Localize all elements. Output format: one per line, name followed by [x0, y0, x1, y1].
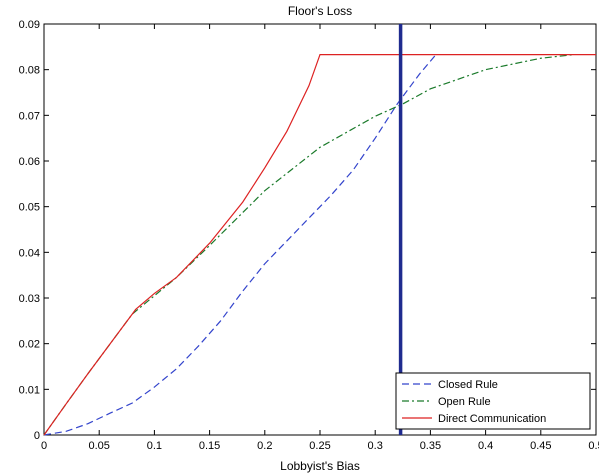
y-tick-label: 0.06 — [19, 156, 40, 168]
y-tick-label: 0.01 — [19, 384, 40, 396]
plot-area: 0 0.05 0.1 0.15 0.2 0.25 0.3 0.35 0.4 0.45 0.5 0 0.0… — [19, 19, 599, 452]
x-tick-label: 0.25 — [309, 440, 330, 452]
x-tick-label: 0.15 — [199, 440, 220, 452]
axes-box — [43, 23, 597, 436]
y-tick-label: 0.02 — [19, 339, 40, 351]
x-tick-label: 0.2 — [257, 440, 272, 452]
legend-entry: Direct Communication — [438, 413, 546, 425]
x-tick-label: 0.35 — [420, 440, 441, 452]
x-tick-label: 0 — [41, 440, 47, 452]
legend-entry: Open Rule — [438, 396, 491, 408]
y-tick-label: 0.07 — [19, 110, 40, 122]
legend-entry: Closed Rule — [438, 379, 498, 391]
y-tick-label: 0 — [34, 430, 40, 442]
x-tick-label: 0.1 — [147, 440, 162, 452]
y-tick-label: 0.04 — [19, 247, 40, 259]
series-line-closed-rule — [43, 54, 437, 436]
legend: Closed Rule Open Rule Direct Communication — [395, 372, 591, 430]
x-tick-label: 0.05 — [88, 440, 109, 452]
series-line-direct-communication — [43, 53, 596, 436]
y-tick-label: 0.03 — [19, 293, 40, 305]
x-axis-label: Lobbyist's Bias — [280, 459, 360, 473]
x-tick-label: 0.4 — [478, 440, 493, 452]
chart-title: Floor's Loss — [288, 4, 352, 18]
y-tick-label: 0.08 — [19, 65, 40, 77]
x-tick-label: 0.5 — [588, 440, 599, 452]
y-tick-label: 0.09 — [19, 19, 40, 31]
y-tick-label: 0.05 — [19, 202, 40, 214]
x-tick-label: 0.3 — [368, 440, 383, 452]
x-tick-label: 0.45 — [530, 440, 551, 452]
